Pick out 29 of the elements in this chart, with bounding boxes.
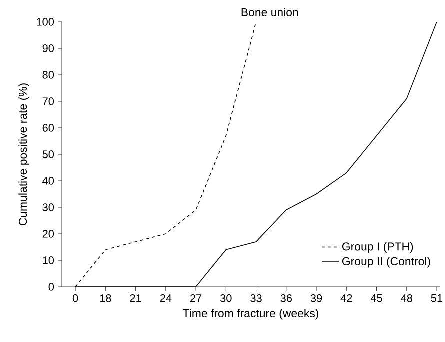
x-tick-label: 36 — [280, 294, 292, 302]
x-tick-label: 21 — [130, 294, 142, 302]
x-tick-label: 33 — [250, 294, 262, 302]
y-tick-label: 100 — [37, 18, 54, 26]
x-tick-label: 0 — [72, 294, 78, 302]
x-tick-label: 51 — [431, 294, 443, 302]
x-tick-label: 45 — [370, 294, 382, 302]
x-tick-label: 27 — [190, 294, 202, 302]
y-tick-label: 30 — [42, 204, 54, 212]
x-tick-label: 39 — [310, 294, 322, 302]
x-tick-label: 18 — [100, 294, 112, 302]
chart-title: Bone union — [242, 8, 298, 16]
x-tick-label: 30 — [220, 294, 232, 302]
y-tick-label: 60 — [42, 124, 54, 132]
x-axis-title: Time from fracture (weeks) — [183, 309, 319, 320]
y-tick-label: 70 — [42, 98, 54, 106]
y-tick-label: 20 — [42, 230, 54, 238]
y-tick-label: 50 — [42, 150, 54, 158]
x-tick-label: 42 — [340, 294, 352, 302]
y-tick-label: 80 — [42, 71, 54, 79]
legend-label: Group I (PTH) — [342, 242, 414, 254]
x-tick-label: 48 — [401, 294, 412, 302]
y-tick-label: 40 — [42, 177, 54, 185]
y-tick-label: 0 — [48, 283, 54, 291]
y-tick-label: 90 — [42, 44, 54, 52]
y-axis-title: Cumulative positive rate (%) — [18, 84, 30, 226]
y-tick-label: 10 — [43, 256, 54, 264]
x-tick-label: 24 — [160, 294, 172, 302]
legend-label: Group II (Control) — [342, 257, 430, 268]
